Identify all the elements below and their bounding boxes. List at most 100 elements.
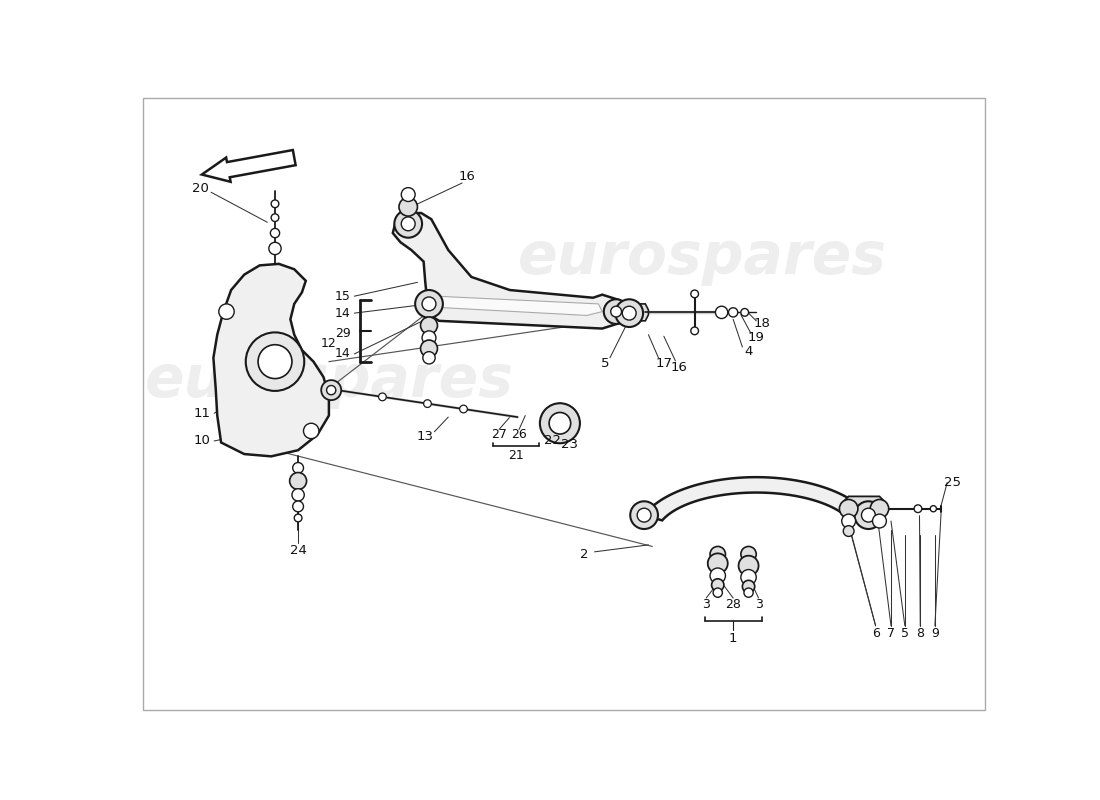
Circle shape (637, 508, 651, 522)
Text: eurospares: eurospares (144, 352, 514, 410)
Text: 3: 3 (702, 598, 711, 610)
Circle shape (707, 554, 728, 574)
Circle shape (842, 514, 856, 528)
Text: 14: 14 (334, 306, 351, 320)
Circle shape (711, 546, 726, 562)
Circle shape (839, 499, 858, 518)
Text: 17: 17 (656, 358, 672, 370)
Text: 9: 9 (931, 627, 938, 640)
Text: 23: 23 (561, 438, 579, 450)
Circle shape (740, 309, 749, 316)
Text: 13: 13 (417, 430, 433, 443)
Polygon shape (843, 496, 886, 521)
Text: 16: 16 (459, 170, 476, 183)
Text: 28: 28 (725, 598, 741, 610)
Text: 3: 3 (755, 598, 762, 610)
Circle shape (712, 578, 724, 591)
Circle shape (691, 327, 698, 334)
Circle shape (691, 290, 698, 298)
Text: 26: 26 (512, 428, 527, 442)
Circle shape (914, 505, 922, 513)
Circle shape (715, 306, 728, 318)
Circle shape (394, 210, 422, 238)
Circle shape (268, 242, 282, 254)
Text: 8: 8 (916, 627, 924, 640)
Polygon shape (213, 264, 329, 456)
Circle shape (321, 380, 341, 400)
Polygon shape (431, 296, 603, 315)
Circle shape (304, 423, 319, 438)
Circle shape (271, 200, 279, 208)
Circle shape (326, 384, 338, 396)
Circle shape (422, 297, 436, 311)
Text: 29: 29 (334, 326, 351, 340)
Polygon shape (645, 477, 868, 521)
Text: 10: 10 (194, 434, 210, 447)
Circle shape (378, 393, 386, 401)
Circle shape (424, 400, 431, 407)
Text: 27: 27 (491, 428, 507, 442)
Circle shape (540, 403, 580, 443)
Circle shape (844, 526, 854, 537)
Circle shape (744, 588, 754, 598)
Text: 16: 16 (671, 361, 688, 374)
Circle shape (615, 299, 644, 327)
Text: 5: 5 (901, 627, 909, 640)
Circle shape (728, 308, 738, 317)
Circle shape (422, 331, 436, 345)
Circle shape (713, 588, 723, 598)
Circle shape (931, 506, 936, 512)
Circle shape (422, 352, 436, 364)
Circle shape (293, 501, 304, 512)
Circle shape (855, 502, 882, 529)
Circle shape (402, 217, 415, 230)
Circle shape (271, 214, 279, 222)
Circle shape (872, 514, 887, 528)
Circle shape (289, 473, 307, 490)
Circle shape (402, 188, 415, 202)
Circle shape (292, 489, 305, 501)
Text: 11: 11 (194, 406, 210, 420)
Text: 14: 14 (334, 347, 351, 361)
Circle shape (295, 514, 301, 522)
Text: 24: 24 (289, 544, 307, 557)
Circle shape (623, 306, 636, 320)
Circle shape (630, 502, 658, 529)
Text: 5: 5 (601, 357, 609, 370)
Circle shape (271, 229, 279, 238)
Circle shape (610, 306, 621, 317)
Circle shape (293, 462, 304, 474)
Polygon shape (613, 304, 649, 321)
Circle shape (604, 299, 628, 324)
Circle shape (245, 332, 305, 391)
Text: 25: 25 (944, 476, 961, 489)
Text: 6: 6 (871, 627, 880, 640)
Circle shape (258, 345, 292, 378)
Circle shape (415, 290, 443, 318)
Text: 1: 1 (729, 631, 737, 645)
Circle shape (327, 386, 336, 394)
Circle shape (742, 580, 755, 593)
Circle shape (738, 556, 759, 576)
Circle shape (741, 546, 757, 562)
Circle shape (219, 304, 234, 319)
Text: 20: 20 (191, 182, 209, 195)
Circle shape (870, 499, 889, 518)
Text: 21: 21 (508, 449, 524, 462)
Text: 12: 12 (321, 338, 337, 350)
FancyArrow shape (202, 150, 296, 182)
Text: 19: 19 (748, 330, 764, 343)
Text: eurospares: eurospares (518, 230, 887, 286)
Text: 18: 18 (754, 318, 771, 330)
Text: 22: 22 (543, 434, 561, 447)
Text: 15: 15 (334, 290, 351, 302)
Text: 2: 2 (581, 548, 589, 561)
Circle shape (711, 568, 726, 583)
Circle shape (420, 340, 438, 357)
Circle shape (741, 570, 757, 585)
Circle shape (420, 317, 438, 334)
Text: 4: 4 (745, 345, 752, 358)
Circle shape (861, 508, 876, 522)
Circle shape (549, 413, 571, 434)
Text: 7: 7 (887, 627, 895, 640)
